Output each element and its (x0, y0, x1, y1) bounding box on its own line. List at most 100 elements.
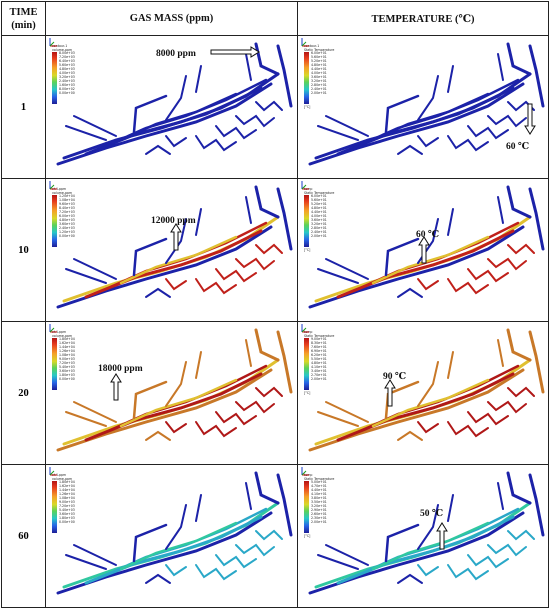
color-legend: tempStatic Temperature9.00e+018.30e+017.… (304, 330, 344, 395)
pipe-segment (417, 278, 439, 291)
pipe-network-model (56, 185, 293, 309)
peak-value-annotation: 60 ℃ (506, 142, 530, 152)
pipe-segment (417, 504, 439, 550)
gas-contour-plot: ch4-ppm volume-ppm 1.20e+04 1.08e+04 9.60e+0… (46, 179, 297, 321)
pipe-segment (165, 218, 187, 264)
legend-tick-label: 1.08e+04 (59, 353, 75, 357)
legend-unit: [°C] (304, 534, 311, 538)
pipe-network-model (308, 185, 545, 309)
legend-tick-label: 2.00e+01 (311, 377, 327, 381)
legend-tick-label: 0.00e+00 (59, 377, 75, 381)
pipe-segment (235, 400, 275, 414)
pipe-segment (447, 421, 489, 438)
temperature-contour-plot: tempStatic Temperature9.00e+018.30e+017.… (298, 322, 548, 464)
legend-tick-label: 4.80e+01 (311, 63, 327, 67)
legend-tick-label: 0.00e+00 (59, 91, 75, 95)
axis-triad-icon (301, 324, 309, 333)
legend-tick-label: 4.00e+01 (311, 71, 327, 75)
pipe-segment (276, 187, 293, 251)
legend-tick-label: 1.20e+03 (59, 230, 75, 234)
pipe-segment (384, 237, 420, 277)
legend-color-bar (304, 52, 309, 104)
arrow-up-icon (436, 522, 448, 550)
legend-tick-label: 8.00e+03 (59, 51, 75, 55)
pipe-segment (397, 144, 423, 155)
pipe-segment (528, 187, 545, 251)
pipe-segment (165, 504, 187, 550)
legend-tick-label: 2.40e+03 (59, 226, 75, 230)
temperature-cell: tempStatic Temperature9.00e+018.30e+017.… (297, 321, 549, 465)
pipe-segment (132, 94, 168, 134)
time-value: 1 (1, 35, 46, 179)
legend-color-bar (304, 481, 309, 533)
temperature-cell: tempStatic Temperature6.00e+015.60e+015.… (297, 178, 549, 322)
axis-triad-icon (49, 467, 57, 476)
pipe-segment (384, 94, 420, 134)
pipe-segment (467, 554, 509, 569)
gas-mass-cell: contour-1 volume-ppm 8.00e+03 7.20e+03 6.40e… (45, 35, 298, 179)
legend-tick-label: 4.80e+01 (311, 361, 327, 365)
peak-value-annotation: 90 ℃ (383, 372, 407, 382)
pipe-segment (62, 215, 280, 303)
pipe-segment (528, 44, 545, 108)
pipe-segment (215, 268, 257, 283)
peak-value-annotation: 50 ℃ (420, 509, 444, 519)
legend-tick-label: 1.60e+03 (59, 83, 75, 87)
pipe-segment (215, 411, 257, 426)
legend-tick-label: 5.00e+01 (311, 480, 327, 484)
pipe-segment (195, 208, 202, 236)
pipe-segment (235, 257, 275, 271)
legend-tick-label: 3.60e+01 (311, 75, 327, 79)
legend-tick-label: 9.60e+03 (59, 202, 75, 206)
legend-color-bar (52, 52, 57, 104)
pipe-segment (165, 135, 187, 148)
legend-tick-label: 1.20e+04 (59, 194, 75, 198)
pipe-segment (254, 42, 280, 76)
legend-tick-label: 9.00e+01 (311, 337, 327, 341)
pipe-segment (447, 564, 489, 581)
temperature-contour-plot: contour-1 Static Temperature 6.00e+01 5.60e… (298, 36, 548, 178)
pipe-segment (487, 543, 527, 557)
legend-tick-label: 3.60e+01 (311, 218, 327, 222)
axis-triad-icon (49, 181, 57, 190)
temperature-cell: contour-1 Static Temperature 6.00e+01 5.60e… (297, 35, 549, 179)
pipe-segment (447, 208, 454, 236)
peak-value-annotation: 12000 ppm (151, 216, 196, 226)
legend-tick-label: 5.20e+01 (311, 202, 327, 206)
legend-title: contour-1 (52, 44, 68, 48)
color-legend: contour-1 Static Temperature 6.00e+01 5.60e… (304, 44, 344, 109)
pipe-segment (245, 196, 252, 224)
legend-tick-label: 6.00e+01 (311, 194, 327, 198)
legend-tick-label: 4.10e+01 (311, 365, 327, 369)
pipe-segment (195, 65, 202, 93)
color-legend: ch4-ppm volume-ppm 1.80e+04 1.62e+04 1.44e+0… (52, 330, 92, 390)
time-header: TIME (min) (1, 1, 46, 36)
pipe-segment (417, 361, 439, 407)
legend-unit: [°C] (304, 248, 311, 252)
pipe-segment (119, 378, 238, 428)
legend-tick-label: 1.08e+04 (59, 198, 75, 202)
legend-tick-label: 4.10e+01 (311, 492, 327, 496)
legend-tick-label: 1.44e+04 (59, 488, 75, 492)
pipe-segment (317, 125, 359, 141)
legend-tick-label: 2.00e+01 (311, 520, 327, 524)
pipe-segment (467, 268, 509, 283)
legend-tick-label: 7.20e+03 (59, 504, 75, 508)
time-value: 10 (1, 178, 46, 322)
legend-tick-label: 4.80e+01 (311, 206, 327, 210)
temperature-header: TEMPERATURE (℃) (297, 1, 549, 36)
arrow-up-icon (384, 379, 396, 407)
pipe-segment (195, 564, 237, 581)
header-row: TIME (min) GAS MASS (ppm) TEMPERATURE (℃… (1, 1, 549, 36)
legend-tick-label: 2.80e+01 (311, 226, 327, 230)
pipe-segment (371, 235, 490, 285)
legend-tick-label: 6.00e+03 (59, 214, 75, 218)
legend-tick-label: 3.20e+01 (311, 222, 327, 226)
legend-title: contour-1 (304, 44, 320, 48)
legend-tick-label: 5.60e+01 (311, 55, 327, 59)
legend-subtitle: volume-ppm (52, 334, 73, 338)
pipe-segment (397, 573, 423, 584)
gas-contour-plot: ch4-ppm volume-ppm 1.80e+04 1.62e+04 1.44e+0… (46, 322, 297, 464)
peak-value-annotation: 18000 ppm (98, 364, 143, 374)
temperature-contour-plot: tempStatic Temperature5.00e+014.70e+014.… (298, 465, 548, 607)
